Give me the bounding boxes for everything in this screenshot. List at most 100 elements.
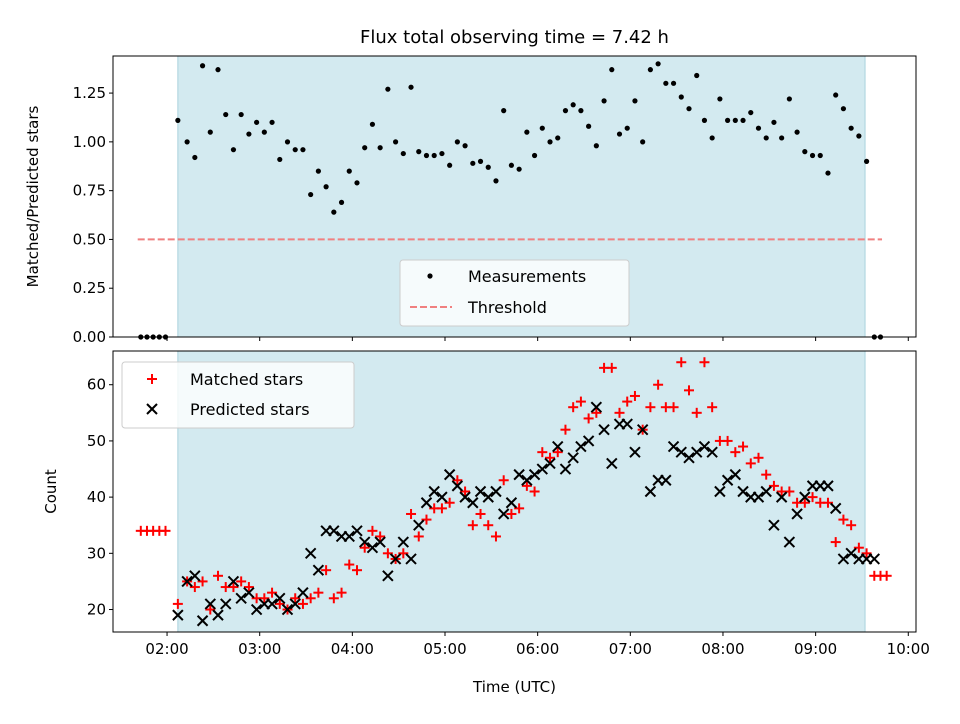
legend-box [121,361,355,429]
data-point [881,570,892,581]
data-point [459,491,471,503]
data-point [408,84,414,90]
data-point [590,401,603,413]
data-point [578,108,584,114]
data-point [259,593,270,604]
data-point [236,576,247,587]
data-point [382,548,393,559]
data-point [845,547,857,560]
data-point [328,525,340,537]
data-point [196,615,209,627]
data-point [315,168,321,174]
x-tick-label: 10:00 [887,640,930,658]
data-point [701,117,708,123]
data-point [653,379,664,390]
data-point [559,463,572,475]
data-point [768,480,779,491]
data-point [848,125,854,131]
y-tick-label: 0.50 [73,230,106,248]
data-point [269,119,275,125]
legend-label-threshold: Threshold [467,298,547,317]
data-point [768,519,780,531]
data-point [717,96,723,102]
legend-marker-predicted [146,403,158,415]
data-point [838,514,849,525]
data-point [375,531,386,542]
data-point [817,152,823,159]
data-point [678,94,684,100]
data-point [490,531,501,542]
x-tick-label: 07:00 [609,640,652,658]
data-point [632,98,638,104]
data-point [775,491,788,503]
data-point [583,413,594,424]
data-point [560,424,571,435]
data-point [506,508,517,519]
y-tick-label: 60 [87,376,106,394]
data-point [691,446,703,458]
data-point [405,553,417,565]
data-point [508,162,515,168]
data-point [467,520,478,531]
data-point [321,565,332,576]
data-point [779,135,785,141]
data-point [421,514,432,525]
data-point [498,475,509,486]
data-point [562,108,569,114]
data-point [763,135,769,141]
data-point [374,536,386,548]
data-point [683,452,695,464]
data-point [598,423,610,436]
data-point [351,565,362,576]
data-point [709,135,715,141]
data-point [591,407,602,418]
data-point [172,609,184,621]
data-point [567,452,579,464]
data-point [490,485,502,498]
data-point [428,485,440,498]
data-point [545,452,556,463]
data-point [205,604,216,615]
data-point [794,129,800,135]
data-point [250,603,263,616]
data-point [575,440,587,453]
data-point [825,170,831,176]
data-point [629,446,641,458]
y-tick-label: 20 [87,601,106,619]
data-point [246,131,252,137]
data-point [215,67,221,73]
data-point [243,586,255,599]
data-point [853,542,864,553]
data-point [699,357,710,368]
data-point [213,570,224,581]
data-point [254,119,260,125]
data-point [189,582,200,593]
data-point [477,158,484,164]
data-point [863,158,870,164]
data-point [640,139,646,145]
data-point [367,525,378,536]
plot-frame [112,350,917,633]
data-point [686,106,692,112]
data-point [343,530,355,543]
y-tick-label: 0.25 [73,279,106,297]
data-point [300,147,306,153]
data-point [297,598,308,609]
data-point [552,440,564,453]
data-point [513,468,525,481]
data-point [292,147,298,153]
data-point [555,135,561,141]
data-point [830,537,841,548]
x-tick-label: 02:00 [145,640,188,658]
data-point [470,160,476,166]
data-point [308,191,314,198]
data-point [629,390,640,401]
data-point [482,491,494,503]
data-point [243,582,254,593]
data-point [359,536,371,548]
data-point [683,385,694,396]
data-point [192,154,198,161]
data-point [423,152,430,159]
x-tick-label: 09:00 [794,640,837,658]
